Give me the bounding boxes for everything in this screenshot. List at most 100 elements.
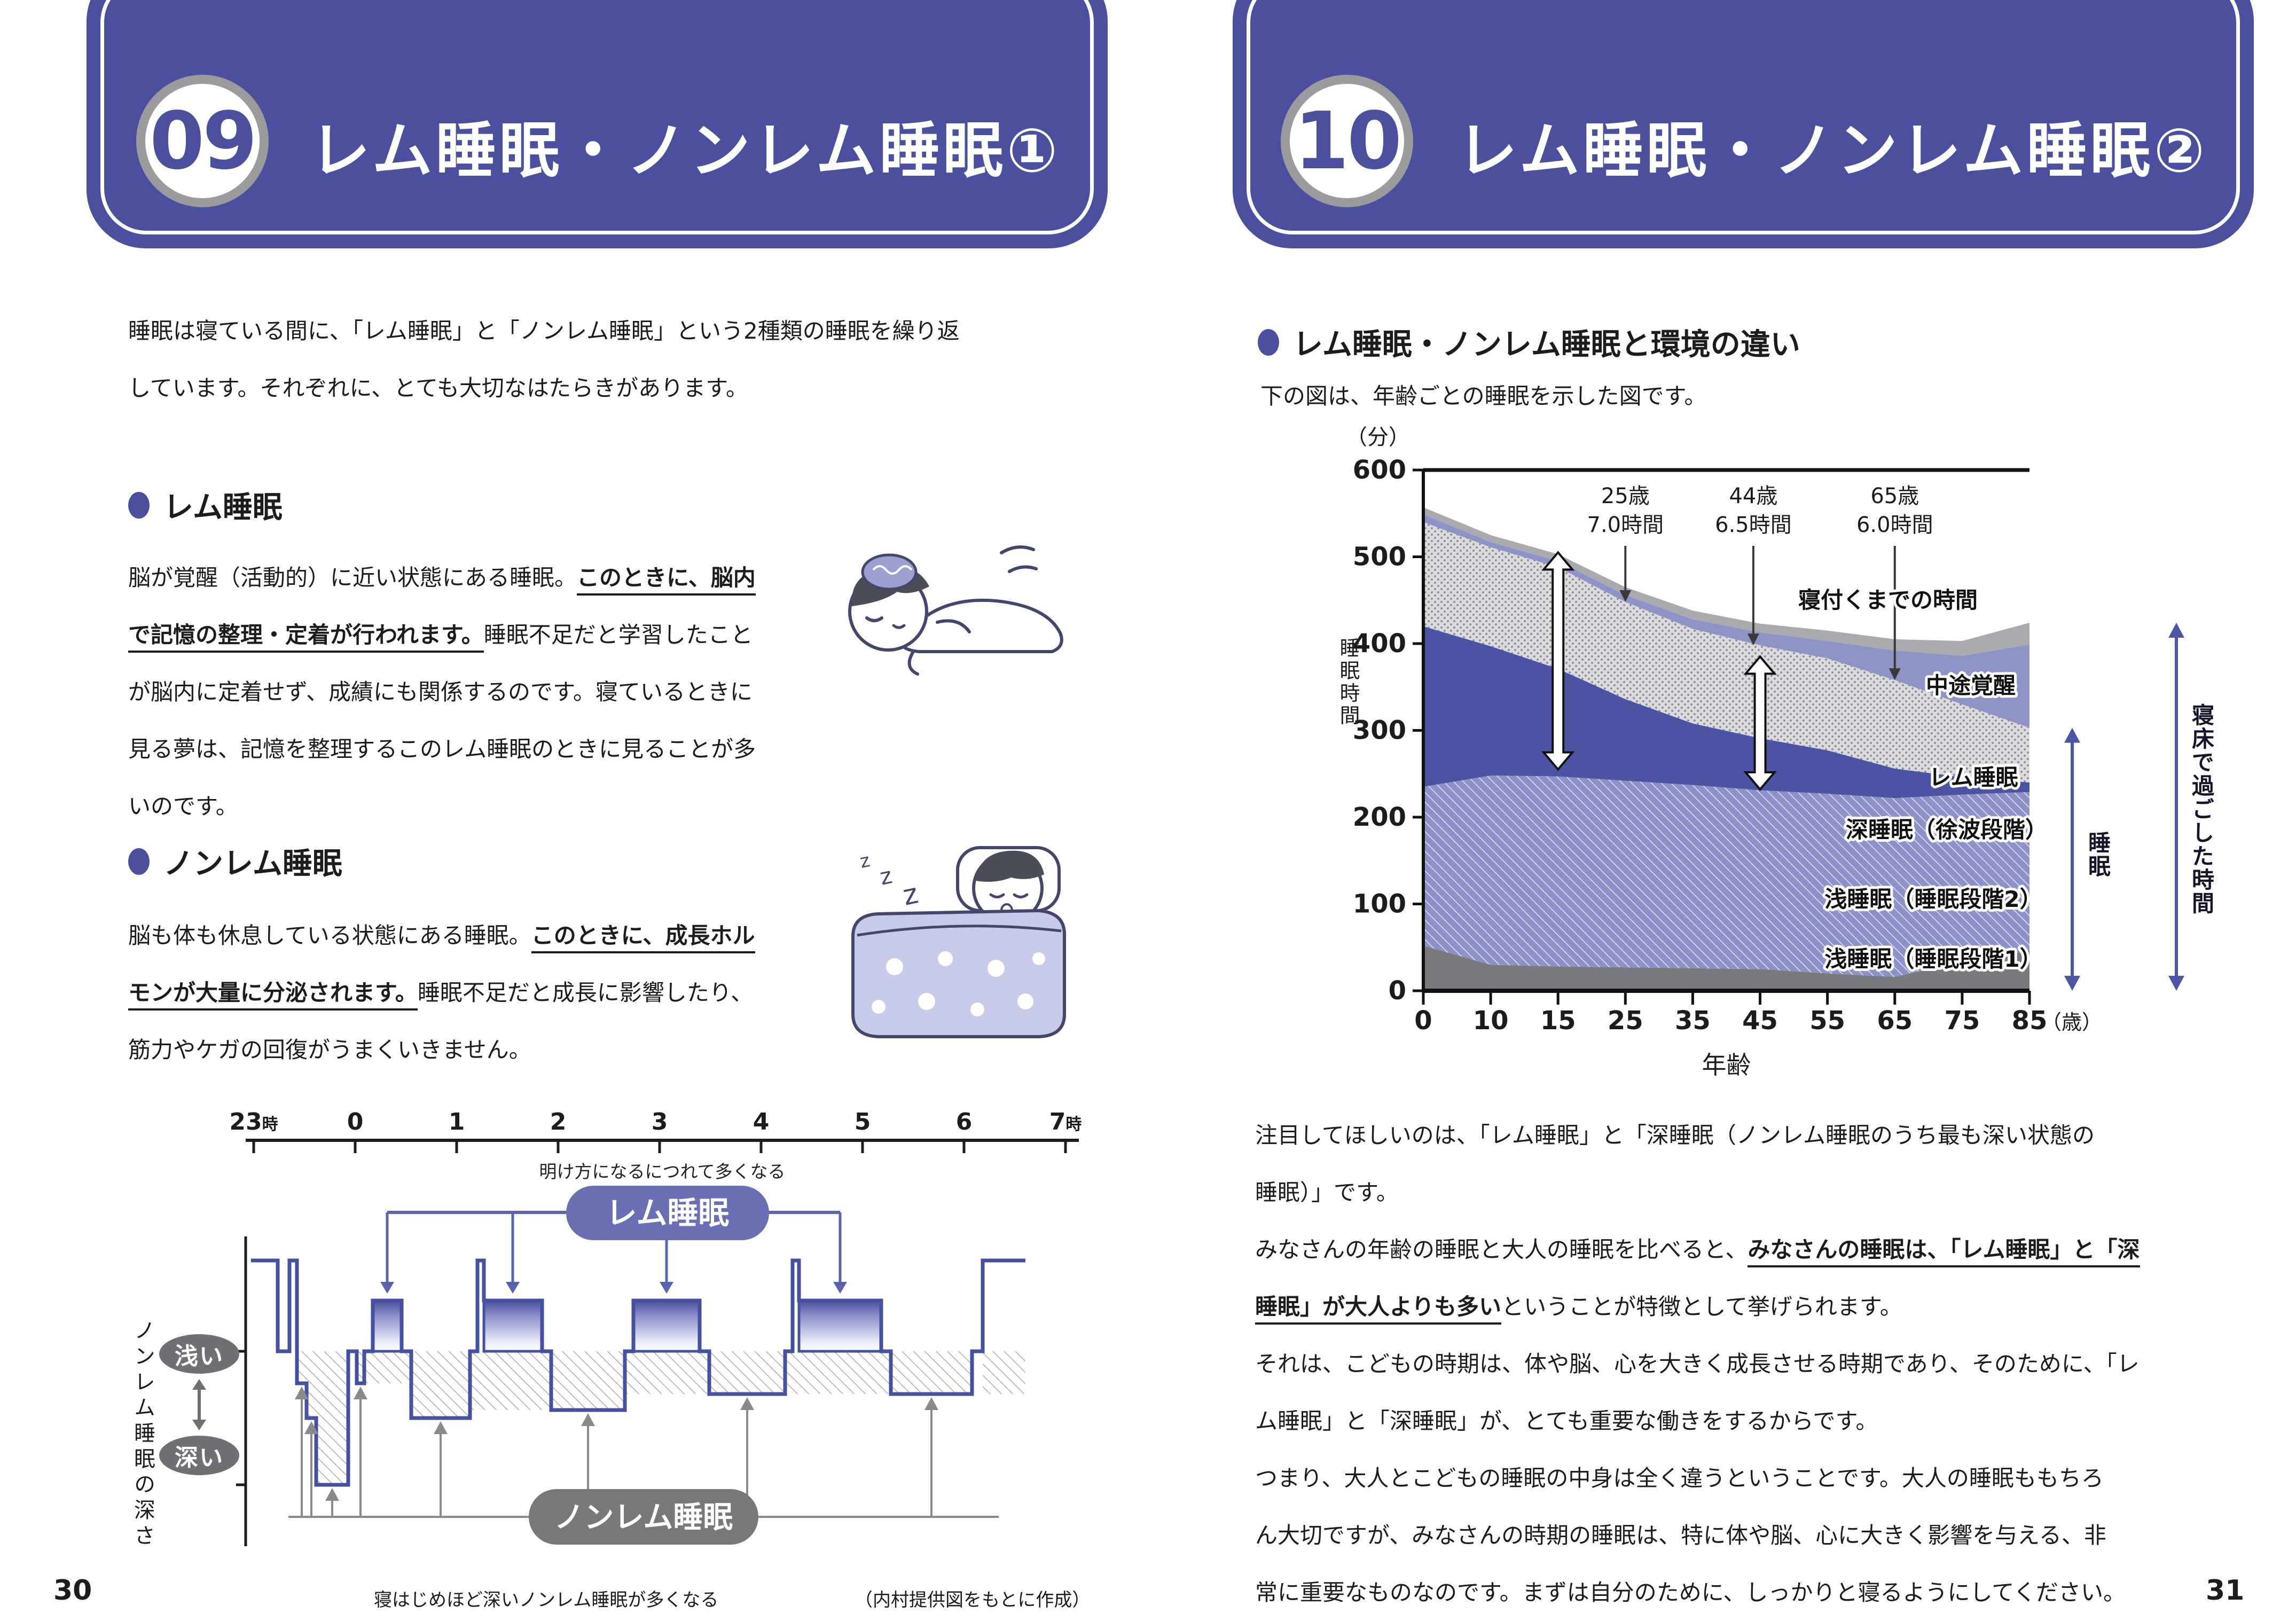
bullet-icon: [128, 848, 150, 875]
svg-text:55: 55: [1809, 1006, 1845, 1036]
svg-text:z: z: [900, 878, 921, 912]
page-title-right: レム睡眠・ノンレム睡眠②: [1457, 115, 2208, 186]
hypnogram-credit: （内村提供図をもとに作成）: [855, 1589, 1091, 1611]
svg-text:z: z: [877, 862, 895, 890]
body-line: それは、こどもの時期は、体や脳、心を大きく成長させる時期であり、そのために、「レ: [1255, 1351, 2140, 1377]
hypnogram-caption: 寝はじめほど深いノンレム睡眠が多くなる: [374, 1589, 719, 1611]
body-line: みなさんの年齢の睡眠と大人の睡眠を比べると、みなさんの睡眠は、「レム睡眠」と「深: [1255, 1236, 2140, 1267]
svg-text:1: 1: [449, 1108, 465, 1136]
section-number-text: 09: [150, 95, 257, 187]
shallow-deep-arrow-icon: [192, 1379, 206, 1430]
page-number-right: 31: [2206, 1575, 2245, 1607]
svg-text:（分）: （分）: [1346, 425, 1410, 450]
svg-text:85: 85: [2012, 1006, 2048, 1036]
svg-text:年齢: 年齢: [1702, 1051, 1751, 1079]
nonrem-body-line: 脳も体も休息している状態にある睡眠。このときに、成長ホル: [128, 922, 755, 953]
svg-text:6: 6: [956, 1108, 973, 1136]
banner-inner-line: [1247, 0, 2240, 234]
svg-text:寝床で過ごした時間: 寝床で過ごした時間: [2189, 703, 2215, 915]
bullet-icon: [1258, 328, 1279, 356]
page-title-left: レム睡眠・ノンレム睡眠①: [310, 115, 1061, 186]
rem-sleeper-illustration: [848, 545, 1063, 676]
body-line: 注目してほしいのは、「レム睡眠」と「深睡眠（ノンレム睡眠のうち最も深い状態の: [1255, 1122, 2095, 1148]
svg-text:600: 600: [1353, 455, 1406, 485]
bullet-icon: [128, 491, 150, 519]
svg-text:0: 0: [1414, 1006, 1432, 1036]
section-number-09: 09: [136, 75, 269, 207]
svg-text:浅睡眠（睡眠段階2）: 浅睡眠（睡眠段階2）: [1824, 886, 2042, 912]
svg-text:25歳: 25歳: [1601, 484, 1650, 508]
intro-line: しています。それぞれに、とても大切なはたらきがあります。: [128, 375, 748, 401]
svg-text:ノンレム睡眠: ノンレム睡眠: [554, 1500, 733, 1535]
svg-text:5: 5: [855, 1108, 871, 1136]
svg-text:睡眠時間: 睡眠時間: [1336, 638, 1360, 727]
svg-text:3: 3: [652, 1108, 668, 1136]
svg-text:中途覚醒: 中途覚醒: [1926, 672, 2016, 699]
svg-text:2: 2: [550, 1108, 567, 1136]
svg-text:寝付くまでの時間: 寝付くまでの時間: [1798, 587, 1978, 613]
svg-text:睡眠: 睡眠: [2085, 831, 2111, 878]
svg-text:300: 300: [1353, 716, 1406, 746]
chart-intro-line: 下の図は、年齢ごとの睡眠を示した図です。: [1260, 383, 1707, 409]
rem-body-line: が脳内に定着せず、成績にも関係するのです。寝ているときに: [128, 679, 753, 705]
body-line: 睡眠」が大人よりも多いということが特徴として挙げられます。: [1255, 1293, 1902, 1325]
svg-text:6.5時間: 6.5時間: [1715, 513, 1792, 537]
svg-text:7.0時間: 7.0時間: [1587, 513, 1664, 537]
svg-text:明け方になるにつれて多くなる: 明け方になるにつれて多くなる: [539, 1161, 785, 1182]
rem-heading-text: レム睡眠: [163, 490, 283, 525]
svg-text:（歳）: （歳）: [2041, 1011, 2102, 1034]
svg-text:4: 4: [753, 1108, 770, 1136]
svg-text:0: 0: [1389, 976, 1406, 1006]
rem-body-line: 見る夢は、記憶を整理するこのレム睡眠のときに見ることが多: [128, 736, 756, 762]
shallow-badge: 浅い: [159, 1334, 239, 1374]
rem-body-line: いのです。: [128, 793, 238, 819]
svg-text:35: 35: [1675, 1006, 1711, 1036]
env-heading-text: レム睡眠・ノンレム睡眠と環境の違い: [1293, 327, 1800, 362]
depth-axis-label: ノンレム睡眠の深さ: [130, 1319, 155, 1550]
body-line: 睡眠）」です。: [1255, 1179, 1399, 1205]
nonrem-body-line: 筋力やケガの回復がうまくいきません。: [128, 1037, 531, 1063]
svg-text:200: 200: [1353, 802, 1406, 832]
svg-text:15: 15: [1540, 1006, 1576, 1036]
svg-text:レム睡眠: レム睡眠: [1929, 764, 2018, 790]
svg-text:25: 25: [1608, 1006, 1643, 1036]
body-line: 常に重要なものなのです。まずは自分のために、しっかりと寝るようにしてください。: [1255, 1579, 2126, 1606]
svg-text:500: 500: [1353, 542, 1406, 572]
env-section-heading: レム睡眠・ノンレム睡眠と環境の違い: [1258, 320, 1800, 364]
svg-text:z: z: [858, 850, 872, 873]
svg-text:44歳: 44歳: [1729, 484, 1777, 508]
svg-text:6.0時間: 6.0時間: [1856, 513, 1933, 537]
deep-badge: 深い: [159, 1436, 239, 1475]
svg-text:100: 100: [1353, 889, 1406, 919]
body-line: ム睡眠」と「深睡眠」が、とても重要な働きをするからです。: [1255, 1408, 1878, 1434]
section-number-text: 10: [1294, 95, 1402, 187]
sleep-by-age-chart: 600 500 400 300 200 100 00 10 15 25 35 45 55 65 75 85（歳…: [1336, 425, 2215, 1079]
svg-text:レム睡眠: レム睡眠: [606, 1195, 730, 1231]
rem-section-heading: レム睡眠: [128, 483, 283, 527]
nonrem-sleeper-illustration: z z z: [851, 846, 1066, 1038]
svg-text:浅睡眠（睡眠段階1）: 浅睡眠（睡眠段階1）: [1824, 946, 2042, 972]
svg-text:65: 65: [1877, 1006, 1913, 1036]
svg-text:0: 0: [347, 1108, 364, 1136]
body-line: ん大切ですが、みなさんの時期の睡眠は、特に体や脳、心に大きく影響を与える、非: [1255, 1522, 2106, 1548]
rem-body-line: で記憶の整理・定着が行われます。睡眠不足だと学習したこと: [128, 621, 753, 653]
nonrem-body-line: モンが大量に分泌されます。睡眠不足だと成長に影響したり、: [128, 979, 753, 1011]
rem-body-line: 脳が覚醒（活動的）に近い状態にある睡眠。このときに、脳内: [128, 564, 756, 596]
svg-text:10: 10: [1473, 1006, 1509, 1036]
svg-text:65歳: 65歳: [1870, 484, 1919, 508]
nonrem-heading-text: ノンレム睡眠: [163, 847, 342, 881]
banner-inner-line: [100, 0, 1094, 234]
svg-text:23時: 23時: [229, 1108, 278, 1136]
svg-text:400: 400: [1353, 629, 1406, 659]
nonrem-section-heading: ノンレム睡眠: [128, 840, 342, 883]
body-line: つまり、大人とこどもの睡眠の中身は全く違うということです。大人の睡眠ももちろ: [1255, 1465, 2104, 1491]
intro-line: 睡眠は寝ている間に、「レム睡眠」と「ノンレム睡眠」という2種類の睡眠を繰り返: [128, 318, 960, 344]
svg-text:深睡眠（徐波段階）: 深睡眠（徐波段階）: [1846, 817, 2048, 843]
section-number-10: 10: [1281, 75, 1413, 207]
svg-text:45: 45: [1742, 1006, 1778, 1036]
svg-text:7時: 7時: [1049, 1108, 1082, 1136]
svg-text:75: 75: [1944, 1006, 1980, 1036]
page-number-left: 30: [53, 1575, 92, 1607]
